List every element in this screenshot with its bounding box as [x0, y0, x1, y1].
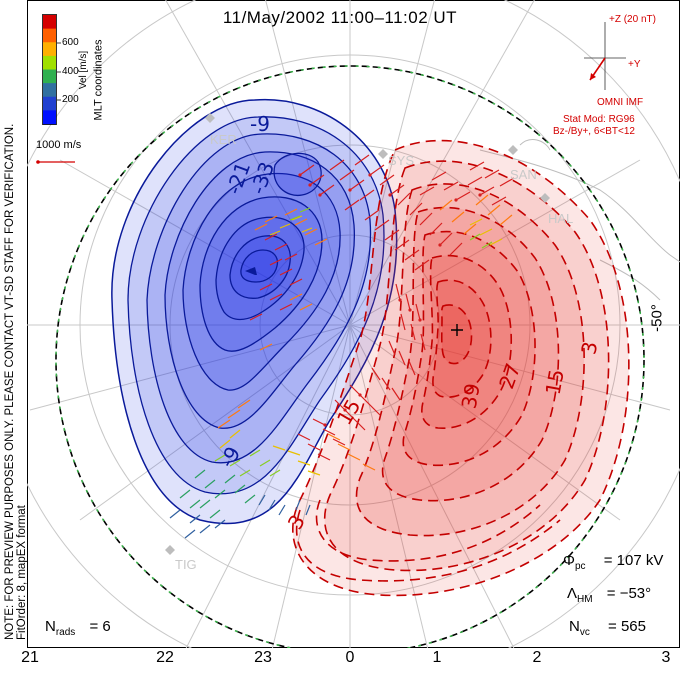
stat-value: = 565 — [608, 618, 646, 635]
potential-max-marker — [451, 324, 463, 336]
preview-note: NOTE: FOR PREVIEW PURPOSES ONLY. PLEASE … — [4, 20, 28, 640]
latitude-boundary-label: -50° — [648, 304, 666, 332]
radar-count: Nrads = 6 — [45, 619, 111, 638]
mlt-tick-label: 23 — [254, 649, 272, 666]
preview-note-line: NOTE: FOR PREVIEW PURPOSES ONLY. PLEASE … — [4, 123, 16, 640]
radar-site-label: KER — [210, 132, 237, 147]
fit-order-line: FitOrder: 8, mapEX format — [16, 505, 28, 640]
colorbar-segment — [43, 110, 56, 125]
colorbar-tick-200: 200 — [62, 94, 79, 105]
mlt-tick-label: 2 — [532, 649, 542, 666]
vector-count: Nvc = 565 — [569, 619, 646, 638]
continent-outline — [479, 139, 680, 301]
heppner-maynard-latitude: ΛHM = −53° — [567, 586, 651, 605]
imf-y-label: +Y — [628, 59, 641, 70]
radar-site-markers — [165, 113, 550, 555]
stat-subscript: rads — [55, 627, 76, 638]
mlt-tick-label: 21 — [21, 649, 39, 666]
colorbar-tick-400: 400 — [62, 66, 79, 77]
negative-potential-cell — [111, 98, 398, 525]
stat-symbol: N — [45, 618, 56, 635]
stat-value: = −53° — [606, 585, 652, 602]
velocity-vectors — [169, 154, 515, 539]
contour-label-negative: -9 — [250, 112, 270, 136]
colorbar-tick-600: 600 — [62, 37, 79, 48]
velocity-colorbar — [43, 15, 56, 125]
stat-symbol: N — [569, 618, 580, 635]
colorbar-segment — [43, 28, 56, 43]
map-title: 11/May/2002 11:00–11:02 UT — [222, 8, 458, 27]
stat-subscript: vc — [579, 627, 590, 638]
mlt-tick-label: 1 — [432, 649, 442, 666]
colorbar-segment — [43, 42, 56, 57]
mlt-tick-label: 22 — [156, 649, 174, 666]
stat-value: = 6 — [89, 618, 111, 635]
radar-site-label: SAN — [510, 167, 537, 182]
stat-symbol: Λ — [567, 585, 578, 602]
stat-subscript: pc — [574, 561, 586, 572]
contour-label-positive: 39 — [456, 381, 485, 411]
vector-scale-label: 1000 m/s — [36, 139, 82, 151]
cross-polar-cap-potential: Φpc = 107 kV — [563, 553, 663, 572]
colorbar-segment — [43, 83, 56, 98]
imf-z-label: +Z (20 nT) — [609, 14, 656, 25]
colorbar-segment — [43, 96, 56, 111]
heppner-maynard-boundary — [55, 65, 645, 648]
coordinate-system-label: MLT coordinates — [92, 39, 105, 121]
imf-model: Stat Mod: RG96 — [563, 114, 635, 125]
colorbar-label: Vel [m/s] — [78, 50, 89, 90]
imf-source: OMNI IMF — [597, 97, 644, 108]
positive-potential-cell — [292, 139, 630, 597]
colorbar-segment — [43, 15, 56, 30]
mlt-tick-label: 3 — [661, 649, 671, 666]
stat-value: = 107 kV — [603, 552, 664, 569]
radar-site-label: TIG — [175, 557, 197, 572]
imf-clock-dial — [584, 22, 626, 90]
stat-symbol: Φ — [563, 552, 575, 569]
stat-subscript: HM — [577, 594, 593, 605]
radar-site-label: SYS — [388, 153, 415, 168]
mlt-tick-label: 0 — [345, 649, 355, 666]
radar-site-label: HAL — [548, 211, 574, 226]
vector-scale — [36, 160, 75, 164]
imf-condition: Bz-/By+, 6<BT<12 — [553, 126, 635, 137]
colorbar-segment — [43, 69, 56, 84]
contour-label-positive: 15 — [540, 367, 569, 397]
colorbar-segment — [43, 55, 56, 70]
